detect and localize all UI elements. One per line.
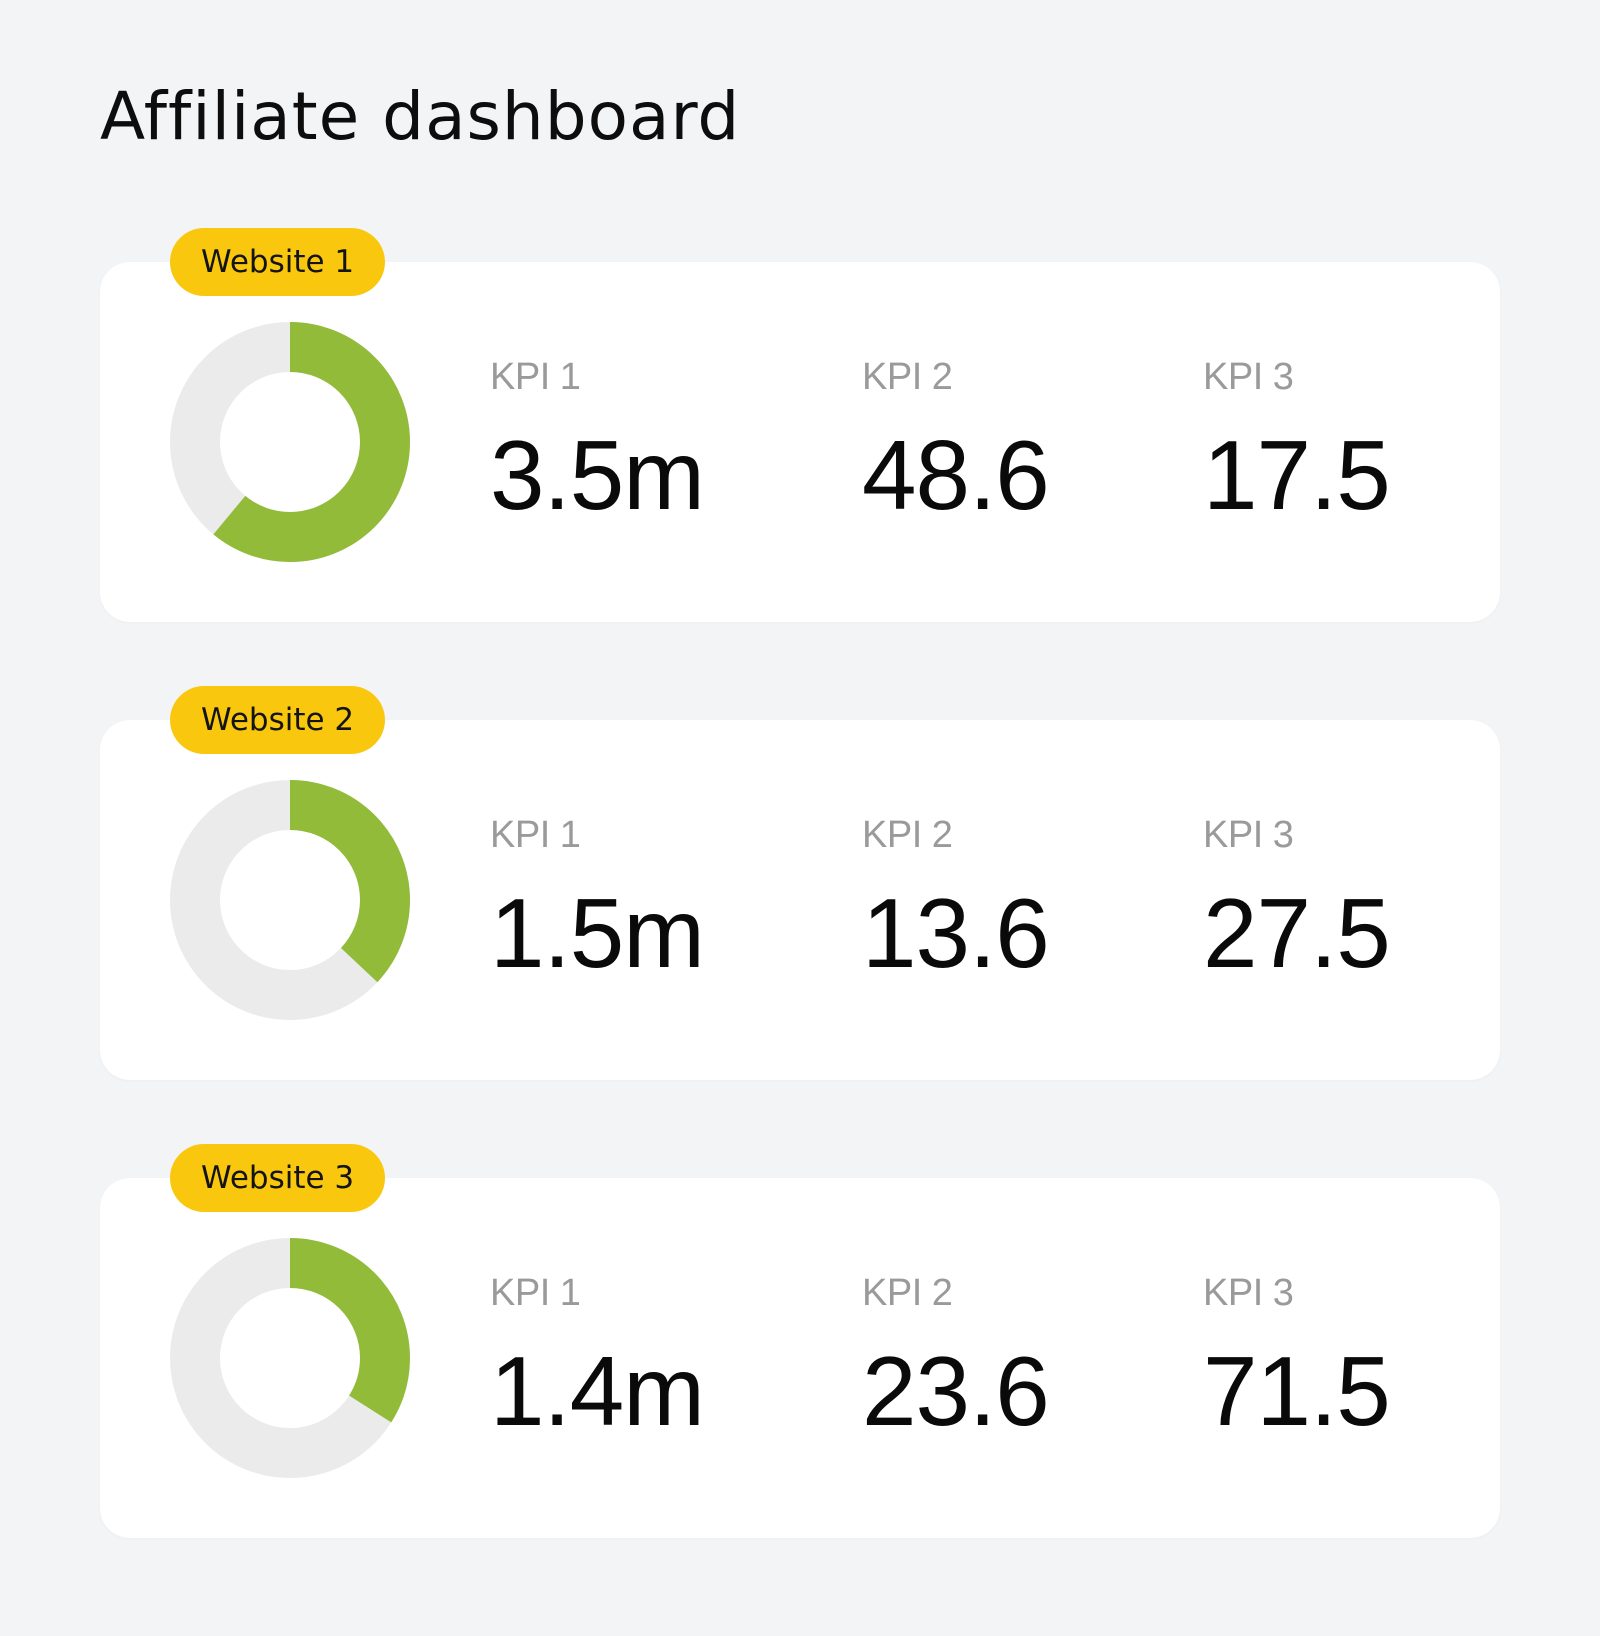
website-card: Website 2 KPI 1 1.5m KPI 2 13.6 KPI 3 27… (100, 686, 1500, 1080)
website-badge: Website 2 (170, 686, 386, 754)
progress-donut (170, 780, 410, 1020)
website-card-list: Website 1 KPI 1 3.5m KPI 2 48.6 KPI 3 17… (100, 228, 1500, 1636)
donut-fill (170, 1238, 410, 1478)
website-badge: Website 3 (170, 1144, 386, 1212)
kpi-1: KPI 1 1.4m (490, 1272, 705, 1446)
kpi-label: KPI 3 (1203, 356, 1294, 398)
kpi-label: KPI 1 (490, 356, 581, 398)
kpi-label: KPI 1 (490, 814, 581, 856)
kpi-value: 71.5 (1203, 1336, 1391, 1446)
kpi-label: KPI 3 (1203, 814, 1294, 856)
kpi-1: KPI 1 1.5m (490, 814, 705, 988)
kpi-value: 48.6 (862, 420, 1050, 530)
kpi-1: KPI 1 3.5m (490, 356, 705, 530)
kpi-2: KPI 2 48.6 (862, 356, 1050, 530)
page-title: Affiliate dashboard (100, 78, 741, 155)
website-card: Website 3 KPI 1 1.4m KPI 2 23.6 KPI 3 71… (100, 1144, 1500, 1538)
kpi-3: KPI 3 27.5 (1203, 814, 1391, 988)
website-badge: Website 1 (170, 228, 386, 296)
kpi-value: 23.6 (862, 1336, 1050, 1446)
kpi-value: 1.5m (490, 878, 705, 988)
kpi-label: KPI 1 (490, 1272, 581, 1314)
kpi-2: KPI 2 23.6 (862, 1272, 1050, 1446)
kpi-label: KPI 2 (862, 1272, 953, 1314)
kpi-2: KPI 2 13.6 (862, 814, 1050, 988)
donut-fill (170, 780, 410, 1020)
kpi-label: KPI 3 (1203, 1272, 1294, 1314)
kpi-value: 1.4m (490, 1336, 705, 1446)
progress-donut (170, 1238, 410, 1478)
kpi-value: 3.5m (490, 420, 705, 530)
progress-donut (170, 322, 410, 562)
donut-fill (170, 322, 410, 562)
kpi-3: KPI 3 71.5 (1203, 1272, 1391, 1446)
kpi-label: KPI 2 (862, 356, 953, 398)
website-card: Website 1 KPI 1 3.5m KPI 2 48.6 KPI 3 17… (100, 228, 1500, 622)
kpi-3: KPI 3 17.5 (1203, 356, 1391, 530)
kpi-value: 13.6 (862, 878, 1050, 988)
kpi-label: KPI 2 (862, 814, 953, 856)
kpi-value: 17.5 (1203, 420, 1391, 530)
kpi-value: 27.5 (1203, 878, 1391, 988)
